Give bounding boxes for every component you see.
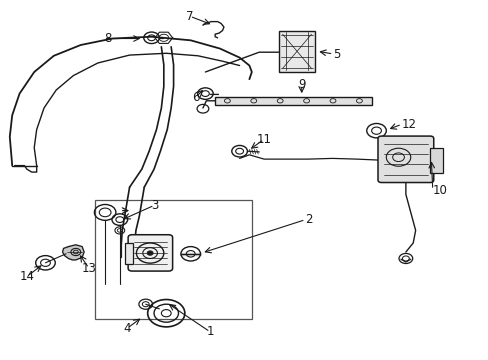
Bar [95, 200, 251, 319]
Text: 2: 2 [305, 213, 312, 226]
FancyBboxPatch shape [377, 136, 433, 183]
Text: 8: 8 [104, 32, 111, 45]
Text: 11: 11 [256, 133, 271, 146]
Bar [278, 31, 315, 72]
Bar [124, 243, 133, 264]
Text: 1: 1 [206, 325, 214, 338]
Text: 10: 10 [432, 184, 447, 197]
Polygon shape [62, 245, 84, 260]
Text: 13: 13 [81, 262, 96, 275]
Text: 12: 12 [401, 118, 416, 131]
Text: 5: 5 [333, 48, 340, 60]
Bar [429, 148, 442, 173]
Text: 14: 14 [20, 270, 34, 283]
Circle shape [147, 251, 153, 255]
Text: 3: 3 [150, 199, 158, 212]
Bar [215, 97, 371, 105]
Text: 4: 4 [123, 322, 131, 335]
FancyBboxPatch shape [128, 235, 172, 271]
Text: 7: 7 [185, 10, 193, 23]
Text: 6: 6 [191, 91, 199, 104]
Text: 9: 9 [297, 78, 305, 91]
